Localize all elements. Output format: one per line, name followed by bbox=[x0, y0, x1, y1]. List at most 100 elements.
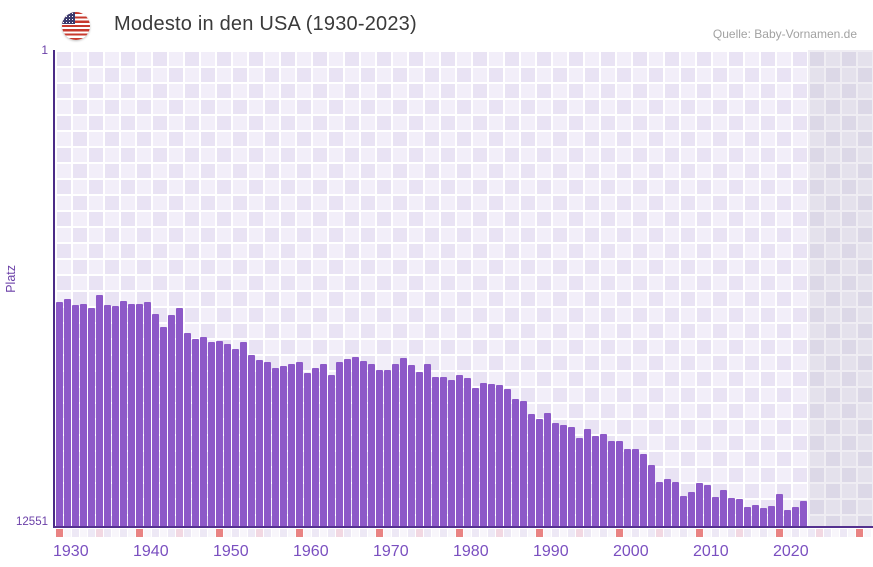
year-marker-2019[interactable] bbox=[768, 529, 775, 537]
bar-1993[interactable] bbox=[560, 425, 567, 526]
year-marker-1995[interactable] bbox=[576, 529, 583, 537]
year-marker-2028[interactable] bbox=[840, 529, 847, 537]
bar-1934[interactable] bbox=[88, 308, 95, 526]
year-marker-1983[interactable] bbox=[480, 529, 487, 537]
year-marker-1980[interactable] bbox=[456, 529, 463, 537]
year-marker-1991[interactable] bbox=[544, 529, 551, 537]
bar-1939[interactable] bbox=[128, 304, 135, 526]
year-marker-1977[interactable] bbox=[432, 529, 439, 537]
bar-2007[interactable] bbox=[672, 482, 679, 526]
bar-1951[interactable] bbox=[224, 344, 231, 526]
year-marker-1932[interactable] bbox=[72, 529, 79, 537]
bar-1955[interactable] bbox=[256, 360, 263, 526]
bar-2006[interactable] bbox=[664, 479, 671, 526]
bar-1980[interactable] bbox=[456, 375, 463, 526]
bar-1962[interactable] bbox=[312, 368, 319, 526]
year-marker-1974[interactable] bbox=[408, 529, 415, 537]
bar-1963[interactable] bbox=[320, 364, 327, 526]
bar-1968[interactable] bbox=[360, 361, 367, 526]
year-marker-1989[interactable] bbox=[528, 529, 535, 537]
bar-1966[interactable] bbox=[344, 359, 351, 526]
bar-2009[interactable] bbox=[688, 492, 695, 526]
year-marker-1960[interactable] bbox=[296, 529, 303, 537]
year-marker-1997[interactable] bbox=[592, 529, 599, 537]
year-marker-1982[interactable] bbox=[472, 529, 479, 537]
year-marker-1953[interactable] bbox=[240, 529, 247, 537]
year-marker-1963[interactable] bbox=[320, 529, 327, 537]
year-marker-2026[interactable] bbox=[824, 529, 831, 537]
bar-1931[interactable] bbox=[64, 299, 71, 526]
bar-2012[interactable] bbox=[712, 497, 719, 526]
year-marker-1942[interactable] bbox=[152, 529, 159, 537]
bar-1970[interactable] bbox=[376, 370, 383, 526]
year-marker-1988[interactable] bbox=[520, 529, 527, 537]
year-marker-2009[interactable] bbox=[688, 529, 695, 537]
bar-1947[interactable] bbox=[192, 339, 199, 526]
bar-1960[interactable] bbox=[296, 362, 303, 526]
year-marker-2029[interactable] bbox=[848, 529, 855, 537]
year-marker-1971[interactable] bbox=[384, 529, 391, 537]
year-marker-1937[interactable] bbox=[112, 529, 119, 537]
year-marker-1935[interactable] bbox=[96, 529, 103, 537]
bar-1989[interactable] bbox=[528, 414, 535, 526]
year-marker-1943[interactable] bbox=[160, 529, 167, 537]
year-marker-1940[interactable] bbox=[136, 529, 143, 537]
year-marker-2008[interactable] bbox=[680, 529, 687, 537]
bar-1938[interactable] bbox=[120, 301, 127, 526]
bar-2020[interactable] bbox=[776, 494, 783, 526]
year-marker-1948[interactable] bbox=[200, 529, 207, 537]
bar-1936[interactable] bbox=[104, 305, 111, 526]
bar-2017[interactable] bbox=[752, 505, 759, 526]
year-marker-2002[interactable] bbox=[632, 529, 639, 537]
bar-1982[interactable] bbox=[472, 388, 479, 526]
year-marker-2010[interactable] bbox=[696, 529, 703, 537]
year-marker-2024[interactable] bbox=[808, 529, 815, 537]
year-marker-1931[interactable] bbox=[64, 529, 71, 537]
year-marker-2005[interactable] bbox=[656, 529, 663, 537]
bar-1944[interactable] bbox=[168, 315, 175, 526]
year-marker-2027[interactable] bbox=[832, 529, 839, 537]
bar-1969[interactable] bbox=[368, 364, 375, 526]
bar-1935[interactable] bbox=[96, 295, 103, 526]
year-marker-1951[interactable] bbox=[224, 529, 231, 537]
year-marker-2018[interactable] bbox=[760, 529, 767, 537]
bar-2000[interactable] bbox=[616, 441, 623, 526]
year-marker-1990[interactable] bbox=[536, 529, 543, 537]
year-marker-2006[interactable] bbox=[664, 529, 671, 537]
bar-2002[interactable] bbox=[632, 449, 639, 526]
bar-2008[interactable] bbox=[680, 496, 687, 526]
bar-2003[interactable] bbox=[640, 454, 647, 526]
bar-1973[interactable] bbox=[400, 358, 407, 526]
year-marker-2020[interactable] bbox=[776, 529, 783, 537]
year-marker-2031[interactable] bbox=[864, 529, 871, 537]
year-marker-1962[interactable] bbox=[312, 529, 319, 537]
bar-2019[interactable] bbox=[768, 506, 775, 526]
year-marker-1981[interactable] bbox=[464, 529, 471, 537]
year-marker-2004[interactable] bbox=[648, 529, 655, 537]
bar-1978[interactable] bbox=[440, 377, 447, 526]
year-marker-1959[interactable] bbox=[288, 529, 295, 537]
year-marker-1978[interactable] bbox=[440, 529, 447, 537]
year-marker-1986[interactable] bbox=[504, 529, 511, 537]
bar-1958[interactable] bbox=[280, 366, 287, 526]
year-marker-2016[interactable] bbox=[744, 529, 751, 537]
year-marker-1976[interactable] bbox=[424, 529, 431, 537]
bar-1995[interactable] bbox=[576, 438, 583, 526]
bar-2015[interactable] bbox=[736, 499, 743, 526]
bar-1937[interactable] bbox=[112, 306, 119, 526]
bar-2004[interactable] bbox=[648, 465, 655, 526]
bar-1985[interactable] bbox=[496, 385, 503, 526]
year-marker-1968[interactable] bbox=[360, 529, 367, 537]
bar-2001[interactable] bbox=[624, 449, 631, 526]
year-marker-2021[interactable] bbox=[784, 529, 791, 537]
bar-1979[interactable] bbox=[448, 380, 455, 526]
year-marker-1930[interactable] bbox=[56, 529, 63, 537]
year-marker-1964[interactable] bbox=[328, 529, 335, 537]
year-marker-1999[interactable] bbox=[608, 529, 615, 537]
year-marker-1975[interactable] bbox=[416, 529, 423, 537]
year-marker-1936[interactable] bbox=[104, 529, 111, 537]
year-marker-1946[interactable] bbox=[184, 529, 191, 537]
bar-1952[interactable] bbox=[232, 349, 239, 526]
bar-2005[interactable] bbox=[656, 482, 663, 526]
bar-1932[interactable] bbox=[72, 305, 79, 526]
